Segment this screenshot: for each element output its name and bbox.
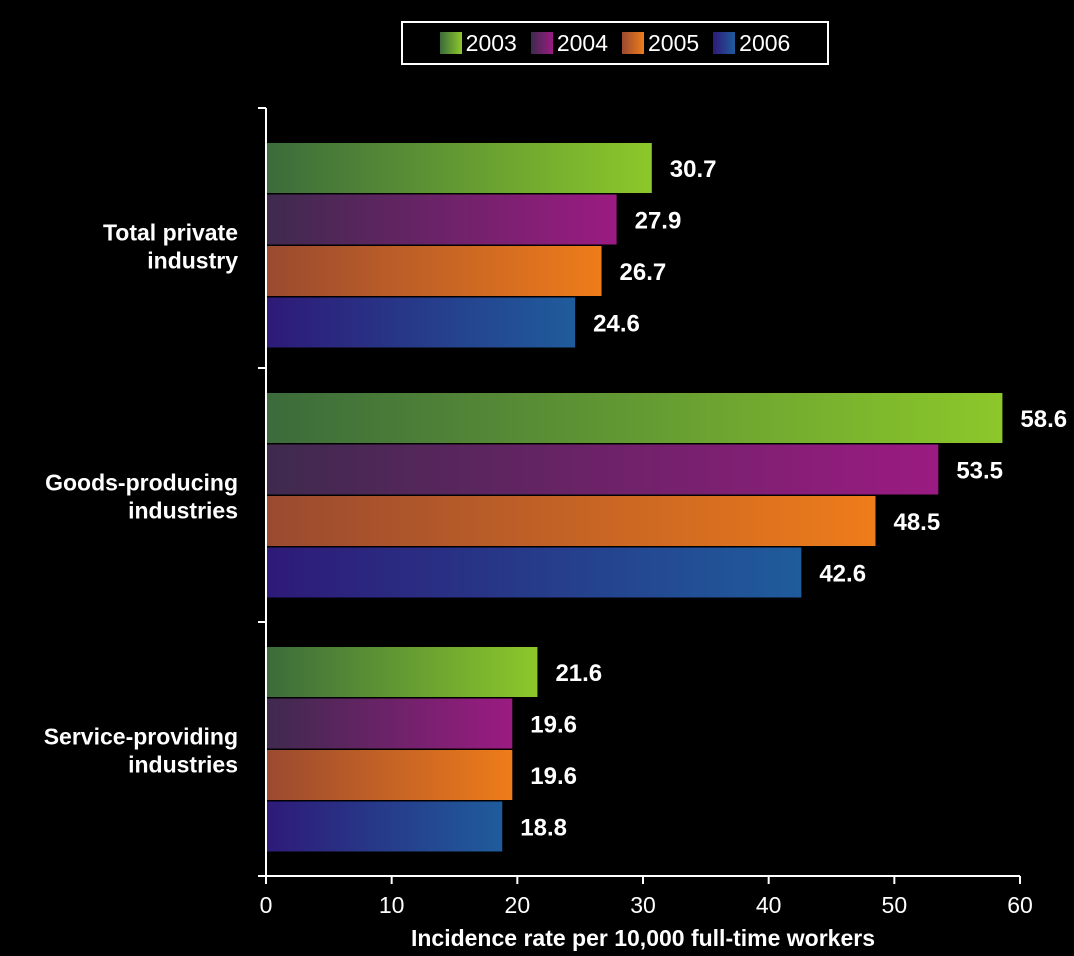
data-label-2005-3: 19.6 [530,763,577,790]
data-label-2004-1: 27.9 [635,208,682,235]
bar-2006-3 [266,801,503,852]
x-axis-title: Incidence rate per 10,000 full-time work… [411,925,875,951]
data-label-2006-1: 24.6 [593,311,640,338]
data-label-2004-3: 19.6 [530,712,577,739]
bar-2006-2 [266,547,802,598]
x-tick-label-0: 0 [260,892,273,918]
legend-swatch-2005 [622,32,644,54]
x-tick-label-30: 30 [630,892,656,918]
bar-2005-2 [266,496,876,546]
data-labels-layer: 30.7 27.9 26.7 24.6 58.6 53.5 48.5 42.6 21.6 19.6… [520,156,1067,842]
data-label-2003-3: 21.6 [555,660,602,687]
bar-2003-1 [266,143,652,193]
category-label-2: Goods-producing industries [45,469,238,523]
legend-label-2003: 2003 [465,29,517,56]
legend-item-2005: 2005 [622,30,699,57]
x-tick-label-20: 20 [505,892,531,918]
chart-legend: 2003 2004 2005 2006 [401,21,829,65]
category-labels-layer: Total private industry Goods-producing indu… [44,219,238,777]
legend-swatch-2004 [530,32,553,54]
data-label-2005-1: 26.7 [620,259,667,286]
x-tick-label-50: 50 [882,892,908,918]
data-label-2003-2: 58.6 [1020,406,1067,433]
bar-2006-1 [266,297,576,348]
legend-label-2004: 2004 [556,29,608,56]
bar-2005-1 [266,246,602,296]
legend-swatch-2003 [439,32,462,54]
bar-2004-1 [266,194,617,245]
bar-2004-3 [266,698,513,749]
x-tick-label-40: 40 [756,892,782,918]
bar-2005-3 [266,750,513,800]
data-label-2005-2: 48.5 [893,509,940,536]
legend-item-2004: 2004 [530,29,608,57]
legend-label-2006: 2006 [739,29,791,56]
x-tick-label-10: 10 [379,892,405,918]
legend-item-2006: 2006 [713,30,790,57]
legend-label-2005: 2005 [648,29,700,56]
bars-layer [266,143,1003,852]
data-label-2006-3: 18.8 [520,815,567,842]
legend-swatch-2006 [713,32,736,54]
axes-layer: 0 10 20 30 40 50 60 Incidence rate per 10,000 f… [258,107,1033,951]
category-label-1: Total private industry [103,219,238,273]
bar-2004-2 [266,444,939,495]
category-label-3: Service-providing industries [44,723,238,777]
bar-2003-2 [266,393,1003,443]
data-label-2003-1: 30.7 [670,156,717,183]
x-tick-label-60: 60 [1007,892,1033,918]
bar-2003-3 [266,647,538,697]
data-label-2004-2: 53.5 [956,458,1003,485]
data-label-2006-2: 42.6 [819,561,866,588]
legend-item-2003: 2003 [439,29,517,57]
